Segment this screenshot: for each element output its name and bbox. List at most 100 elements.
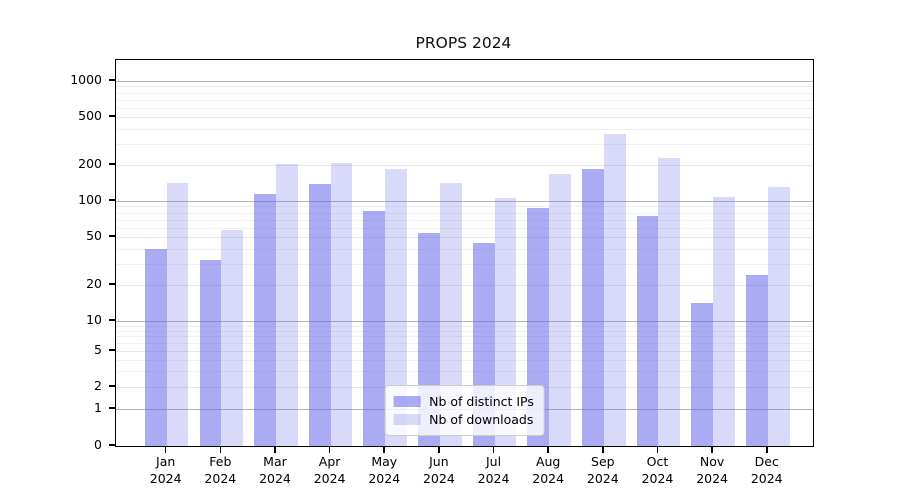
gridline	[116, 92, 813, 94]
x-tick-label: Aug 2024	[532, 454, 565, 486]
x-tick-label: Oct 2024	[641, 454, 674, 486]
bar-nb-of-downloads-jan	[166, 183, 189, 446]
bar-nb-of-distinct-ips-apr	[308, 183, 331, 446]
bar-nb-of-distinct-ips-may	[363, 210, 386, 446]
legend-swatch-nb-of-downloads	[393, 413, 421, 425]
legend-item: Nb of distinct IPs	[393, 394, 534, 409]
gridline	[116, 212, 813, 214]
x-tick-mark	[383, 447, 386, 453]
legend: Nb of distinct IPs Nb of downloads	[384, 384, 545, 436]
x-tick-label: Sep 2024	[586, 454, 619, 486]
y-tick-mark	[109, 163, 115, 165]
gridline	[116, 201, 813, 202]
bar-nb-of-distinct-ips-sep	[582, 168, 604, 446]
gridline	[116, 248, 813, 250]
bar-nb-of-distinct-ips-nov	[691, 303, 714, 446]
gridline	[116, 117, 813, 119]
gridline	[116, 99, 813, 101]
bar-nb-of-downloads-nov	[713, 196, 735, 446]
legend-label: Nb of distinct IPs	[429, 394, 534, 409]
x-tick-mark	[765, 447, 768, 453]
gridline	[116, 81, 813, 82]
bar-nb-of-downloads-sep	[603, 133, 626, 446]
gridline	[116, 227, 813, 229]
gridline	[116, 219, 813, 221]
y-tick-label: 20	[86, 275, 102, 291]
y-tick-label: 1000	[70, 72, 102, 87]
y-tick-label: 1	[94, 400, 102, 415]
gridline	[116, 206, 813, 208]
gridline	[116, 263, 813, 265]
x-tick-label: Jun 2024	[422, 454, 455, 486]
x-tick-label: Apr 2024	[313, 454, 346, 486]
x-tick-mark	[328, 447, 331, 453]
x-tick-label: May 2024	[368, 454, 401, 486]
bar-nb-of-downloads-jul	[494, 198, 517, 446]
legend-label: Nb of downloads	[429, 411, 534, 427]
x-tick-mark	[547, 447, 549, 453]
y-tick-label: 10	[86, 312, 102, 327]
legend-item: Nb of downloads	[393, 412, 534, 427]
y-tick-label: 0	[94, 437, 102, 452]
y-tick-mark	[109, 199, 115, 201]
gridline	[116, 128, 813, 130]
gridline	[116, 343, 813, 345]
bar-nb-of-distinct-ips-jan	[144, 248, 167, 446]
plot-area: Nb of distinct IPs Nb of downloads	[115, 59, 814, 447]
bar-nb-of-downloads-apr	[330, 162, 353, 446]
y-tick-label: 5	[94, 342, 102, 357]
x-tick-mark	[438, 447, 440, 453]
gridline	[116, 107, 813, 109]
x-tick-mark	[219, 447, 222, 453]
bar-nb-of-distinct-ips-mar	[254, 194, 276, 446]
y-tick-mark	[109, 283, 115, 285]
bar-nb-of-downloads-feb	[221, 230, 244, 446]
legend-swatch-nb-of-distinct-ips	[393, 396, 421, 407]
gridline	[116, 321, 813, 322]
bar-nb-of-distinct-ips-oct	[636, 215, 659, 446]
y-tick-mark	[109, 79, 115, 81]
gridline	[116, 86, 813, 88]
y-tick-mark	[109, 385, 115, 387]
x-tick-mark	[164, 447, 167, 453]
y-tick-mark	[109, 349, 115, 351]
x-tick-label: Nov 2024	[696, 454, 728, 486]
y-tick-label: 500	[78, 108, 102, 124]
gridline	[116, 371, 813, 373]
y-tick-mark	[109, 319, 115, 321]
y-tick-label: 100	[78, 192, 102, 207]
bar-nb-of-downloads-dec	[767, 186, 790, 446]
gridline	[116, 330, 813, 332]
bar-nb-of-downloads-oct	[658, 158, 681, 446]
x-tick-mark	[602, 447, 604, 453]
y-tick-mark	[109, 444, 115, 446]
gridline	[116, 237, 813, 239]
bar-nb-of-distinct-ips-feb	[199, 260, 222, 446]
gridline	[116, 336, 813, 338]
chart-title: PROPS 2024	[415, 34, 512, 52]
bar-nb-of-downloads-aug	[549, 173, 571, 446]
x-tick-mark	[492, 447, 495, 453]
gridline	[116, 143, 813, 145]
x-tick-label: Feb 2024	[204, 454, 237, 486]
gridline	[116, 359, 813, 361]
gridline	[116, 351, 813, 352]
x-tick-label: Jul 2024	[477, 454, 510, 486]
gridline	[116, 164, 813, 166]
gridline	[116, 325, 813, 327]
bar-nb-of-downloads-mar	[275, 163, 298, 446]
y-tick-mark	[109, 407, 115, 409]
x-tick-mark	[274, 447, 276, 453]
y-tick-label: 2	[94, 378, 102, 393]
y-tick-mark	[109, 115, 115, 117]
bar-nb-of-downloads-jun	[439, 183, 462, 446]
bar-nb-of-downloads-may	[385, 168, 408, 446]
x-tick-mark	[656, 447, 659, 453]
x-tick-label: Dec 2024	[750, 454, 783, 486]
x-tick-label: Mar 2024	[259, 454, 291, 486]
bar-nb-of-distinct-ips-dec	[745, 275, 768, 446]
gridline	[116, 284, 813, 286]
x-tick-mark	[711, 447, 713, 453]
y-tick-label: 200	[78, 155, 102, 171]
